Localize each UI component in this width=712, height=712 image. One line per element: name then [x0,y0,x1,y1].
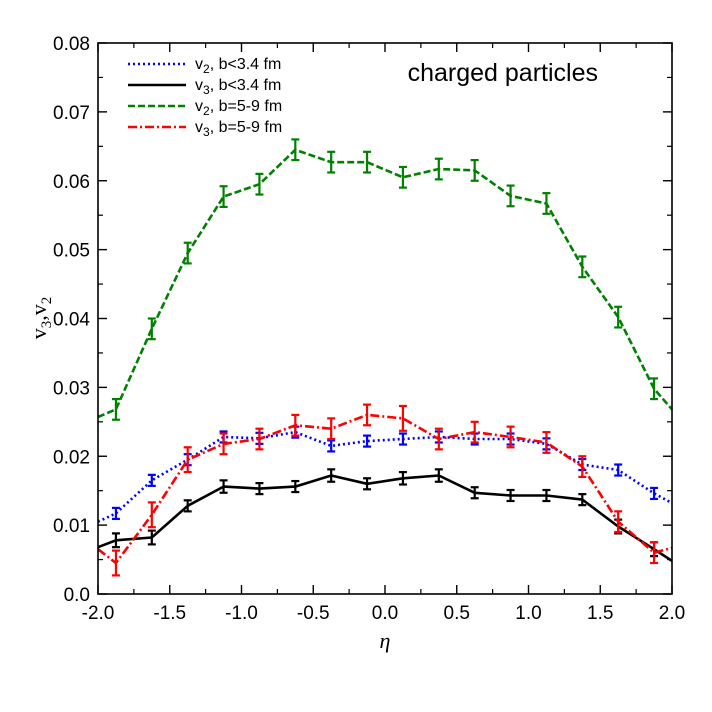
series-line-0 [97,430,673,523]
error-bar-1-2 [183,499,192,513]
series-layer [97,138,673,577]
x-axis-label: η [380,628,391,653]
error-bar-0-7 [363,434,372,448]
error-bar-3-6 [327,417,336,441]
error-bar-3-9 [434,427,443,451]
x-tick-label: -1.0 [225,603,258,624]
error-bar-3-14 [614,510,623,534]
error-bar-0-0 [111,506,120,521]
error-bar-2-1 [147,317,156,341]
y-tick-label: 0.06 [53,172,90,193]
y-tick-label: 0.0 [64,585,90,606]
error-bar-3-12 [542,431,551,454]
chart-annotation: charged particles [408,59,598,87]
error-bar-2-12 [542,192,551,215]
series-2 [97,138,673,421]
error-bar-0-1 [147,473,156,487]
error-bar-1-9 [434,468,443,483]
error-bar-3-15 [650,541,659,565]
y-tick-label: 0.07 [53,103,90,124]
error-bar-3-1 [147,501,156,529]
x-tick-label: 1.0 [515,603,541,624]
error-bar-2-0 [111,397,120,421]
error-bar-1-11 [506,488,515,503]
error-bar-1-0 [111,532,120,549]
y-axis-label: v3,v2 [26,297,55,340]
error-bar-2-6 [327,150,336,174]
y-tick-label: 0.01 [53,516,90,537]
error-bar-2-2 [183,241,192,265]
series-line-3 [97,413,673,565]
error-bar-2-10 [470,158,479,182]
y-axis-label-main: v [26,328,51,339]
error-bar-2-4 [255,172,264,196]
x-tick-label: 1.5 [587,603,613,624]
error-bar-1-5 [291,479,300,494]
error-bar-1-10 [470,486,479,500]
x-tick-label: -0.5 [297,603,330,624]
x-tick-label: -1.5 [153,603,186,624]
legend-label-0: v2, b<3.4 fm [195,56,281,76]
legend-label-1: v3, b<3.4 fm [195,77,281,97]
y-tick-label: 0.02 [53,447,90,468]
error-bar-0-6 [327,439,336,453]
error-bar-3-3 [219,432,228,456]
error-bar-3-5 [291,413,300,437]
error-bar-3-11 [506,425,515,449]
error-bar-2-11 [506,184,515,208]
error-bar-2-9 [434,157,443,181]
error-bar-3-13 [578,455,587,479]
error-bar-3-8 [398,404,407,432]
error-bar-3-4 [255,427,264,451]
error-bar-0-14 [614,463,623,477]
error-bar-1-12 [542,488,551,503]
error-bar-0-15 [650,486,659,501]
error-bar-2-5 [291,138,300,162]
error-bar-3-0 [111,549,120,577]
error-bar-3-10 [470,420,479,444]
error-bar-2-8 [398,165,407,189]
legend-label-2: v2, b=5-9 fm [195,98,282,118]
y-axis-label-sub2: 2 [39,297,55,305]
error-bar-0-8 [398,432,407,446]
error-bar-1-4 [255,482,264,496]
series-line-1 [97,474,673,562]
error-bar-1-6 [327,468,336,483]
y-tick-label: 0.08 [53,34,90,55]
y-tick-label: 0.05 [53,241,90,262]
x-tick-label: 0.0 [372,603,398,624]
legend-label-3: v3, b=5-9 fm [195,119,282,139]
error-bar-1-1 [147,529,156,546]
series-1 [97,468,673,562]
x-tick-label: 2.0 [659,603,685,624]
error-bar-2-14 [614,305,623,329]
error-bar-1-8 [398,470,407,486]
error-bar-1-3 [219,479,228,494]
y-axis-label-sub1: 3 [39,321,55,329]
x-tick-label: 0.5 [444,603,470,624]
error-bar-3-2 [183,446,192,474]
x-tick-label: -2.0 [82,603,115,624]
error-bar-1-7 [363,477,372,491]
series-line-2 [97,148,673,419]
error-bar-2-3 [219,185,228,209]
series-3 [97,403,673,577]
y-tick-label: 0.04 [53,310,90,331]
error-bar-2-15 [650,377,659,401]
error-bar-3-7 [363,403,372,427]
y-axis-label-sep: ,v [26,304,51,321]
error-bar-1-13 [578,493,587,507]
ticks-layer: -2.0 -1.5 -1.0 -0.5 0.0 0.5 1.0 1.5 2.0 0.0 0.01 0.… [53,34,685,624]
error-bar-2-7 [363,150,372,174]
error-bar-2-13 [578,255,587,279]
y-tick-label: 0.03 [53,378,90,399]
